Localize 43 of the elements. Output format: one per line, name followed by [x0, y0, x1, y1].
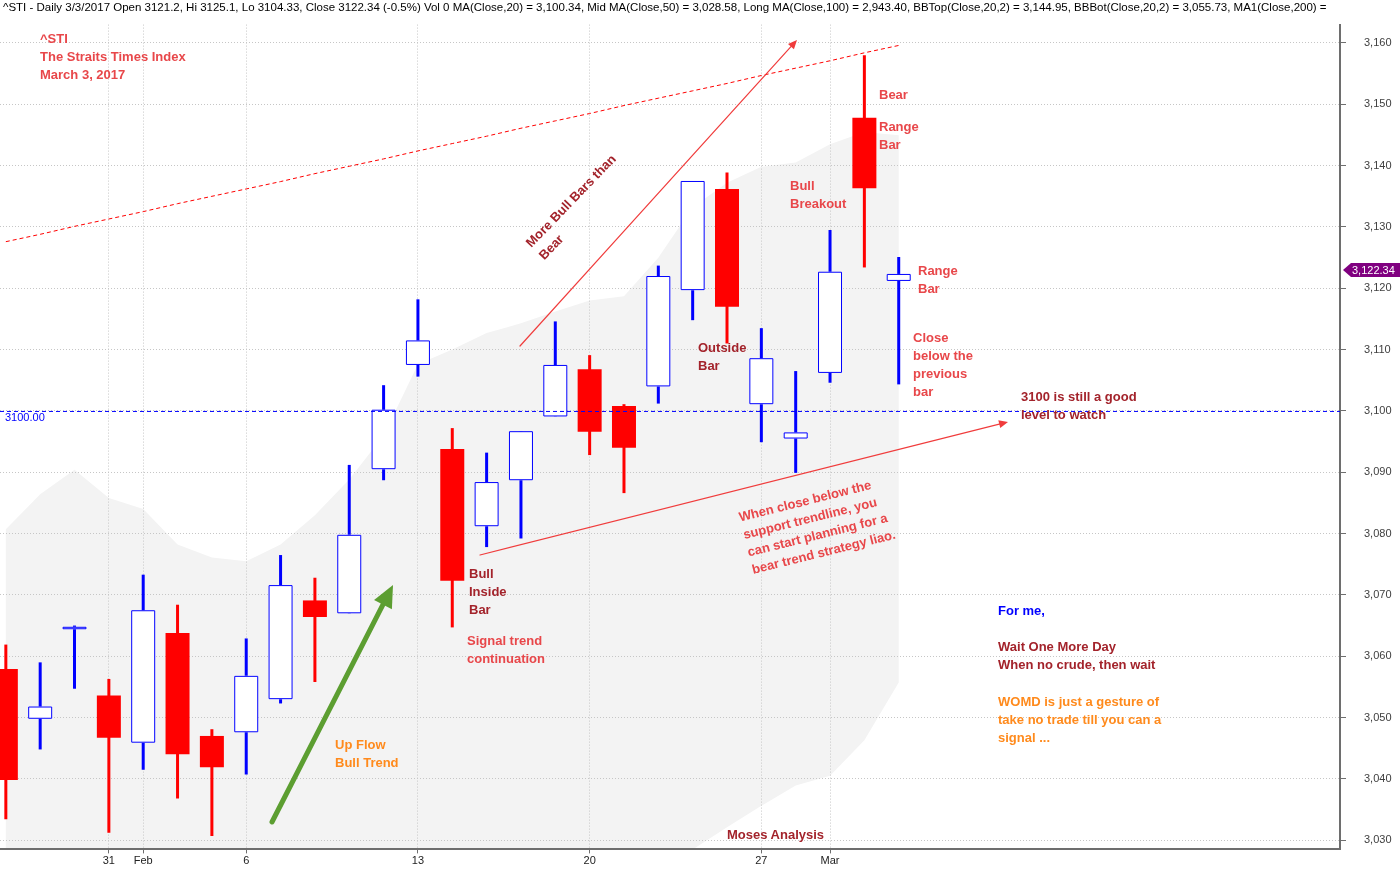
y-tick-label: 3,130: [1364, 220, 1392, 232]
y-tick-label: 3,100: [1364, 403, 1392, 416]
y-tick-label: 3,030: [1364, 833, 1392, 846]
x-tick-label: 31: [102, 854, 115, 867]
y-tick-label: 3,160: [1364, 36, 1392, 49]
annotation: Signal trend continuation: [467, 632, 545, 668]
annotation: Bull Breakout: [790, 177, 847, 213]
annotation: Range Bar: [879, 118, 919, 154]
candlestick: [28, 662, 53, 750]
candlestick: [62, 625, 87, 689]
text: 3,122.34: [1343, 263, 1400, 277]
text: Range Bar: [918, 262, 958, 298]
y-tick-label: 3,140: [1364, 158, 1392, 171]
x-tick-label: 13: [411, 854, 425, 867]
x-tick-label: 20: [583, 854, 596, 867]
annotation: Moses Analysis: [727, 826, 825, 844]
x-tick-label: Feb: [133, 854, 153, 867]
annotation: Bull Inside Bar: [469, 565, 507, 619]
y-tick-label: 3,110: [1364, 342, 1391, 355]
y-tick-label: 3,150: [1364, 97, 1392, 110]
candlestick: [302, 577, 327, 682]
text: 3100 is still a good level to watch: [1021, 388, 1137, 424]
x-tick-label: 27: [755, 854, 768, 867]
annotation: Up Flow Bull Trend: [335, 736, 399, 772]
annotation: Close below the previous bar: [913, 329, 973, 401]
y-tick-label: 3,040: [1364, 771, 1392, 784]
x-tick-label: 6: [243, 854, 250, 867]
text: WOMD is just a gesture of take no trade till you can a signal ...: [998, 693, 1162, 747]
annotation: ^STI The Straits Times Index March 3, 2017: [40, 30, 186, 84]
y-tick-label: 3,060: [1364, 649, 1392, 662]
text: For me,: [998, 602, 1045, 620]
chart-title: ^STI - Daily 3/3/2017 Open 3121.2, Hi 3125.1, Lo 3104.33, Close 3122.34 (-0.5%) Vol 0 MA(Close,20) = 3,100.34, Mid MA(Close,50) = 3,028.58, Long MA(Close,100) = 2,943.40, BBTop(Close,20,2) = 3,144.95, BBBot(Close,20,2) = 3,055.73, MA1(Close,200) =: [3, 0, 1327, 14]
y-tick-label: 3,120: [1364, 281, 1392, 294]
y-tick-label: 3,080: [1364, 526, 1392, 539]
ref-line-label: 3100.00: [5, 411, 45, 424]
x-tick-label: Mar: [820, 854, 840, 867]
y-tick-label: 3,070: [1364, 587, 1392, 600]
annotation: Outside Bar: [698, 339, 747, 375]
text: Wait One More Day When no crude, then wait: [998, 638, 1156, 674]
y-tick-label: 3,090: [1364, 465, 1392, 478]
annotation: Bear: [879, 86, 908, 104]
annotation: When close below the support trendline, you can start planning for a bear trend strategy liao.: [737, 476, 898, 579]
y-tick-label: 3,050: [1364, 710, 1392, 723]
